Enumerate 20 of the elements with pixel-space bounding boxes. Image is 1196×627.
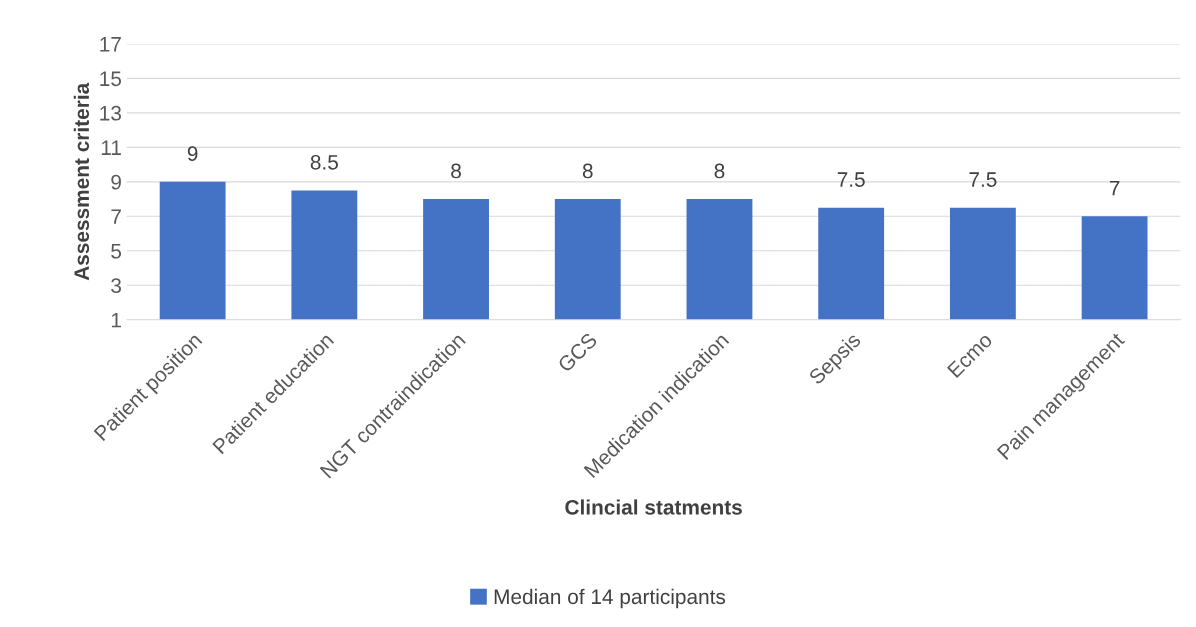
data-label: 7.5 — [969, 172, 997, 187]
y-tick-label: 3 — [111, 278, 121, 294]
legend-label: Median of 14 participants — [494, 588, 726, 609]
data-label: 7.5 — [837, 172, 865, 187]
data-label: 9 — [187, 146, 198, 162]
data-label: 8 — [451, 163, 461, 179]
y-tick-label: 5 — [111, 244, 122, 259]
y-tick-label: 13 — [100, 105, 121, 121]
y-axis-title: Assessment criteria — [73, 82, 90, 281]
x-axis-title: Clincial statments — [565, 499, 742, 515]
y-tick-label: 17 — [100, 37, 121, 52]
y-tick-label: 1 — [111, 312, 121, 328]
y-tick-label: 11 — [101, 140, 121, 155]
data-label: 7 — [1109, 180, 1120, 196]
y-tick-label: 15 — [100, 71, 122, 87]
data-label: 8 — [582, 163, 593, 179]
y-tick-label: 9 — [111, 174, 121, 190]
data-label: 8.5 — [310, 154, 338, 170]
data-label: 8 — [714, 163, 725, 179]
y-tick-label: 7 — [111, 209, 121, 224]
